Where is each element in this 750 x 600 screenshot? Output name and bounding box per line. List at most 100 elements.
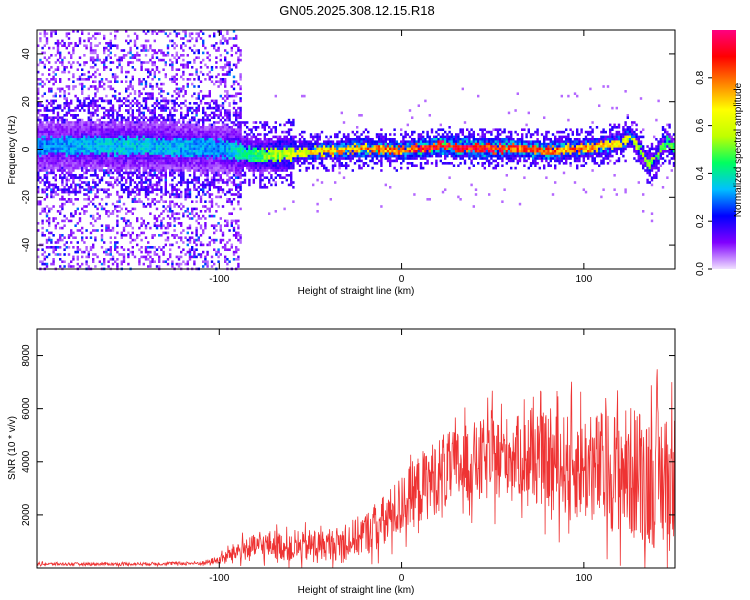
heatmap-cell [169, 126, 172, 129]
heatmap-cell [180, 231, 183, 235]
heatmap-cell [103, 164, 106, 167]
heatmap-cell [59, 258, 62, 261]
heatmap-cell [175, 255, 178, 259]
heatmap-cell [171, 94, 174, 98]
heatmap-cell [89, 121, 93, 124]
heatmap-cell [230, 200, 233, 203]
heatmap-cell [74, 224, 77, 227]
heatmap-cell [131, 135, 134, 139]
heatmap-cell [48, 68, 51, 71]
heatmap-cell [224, 111, 227, 115]
heatmap-cell [149, 226, 152, 230]
heatmap-cell [169, 133, 172, 136]
heatmap-cell [142, 49, 145, 52]
heatmap-cell [72, 152, 75, 155]
heatmap-cell [232, 258, 236, 261]
heatmap-cell [105, 210, 108, 213]
heatmap-cell [78, 99, 82, 103]
heatmap-cell [153, 174, 156, 177]
heatmap-cell [131, 145, 134, 148]
heatmap-cell [153, 123, 156, 127]
heatmap-cell [67, 174, 71, 177]
heatmap-cell [268, 150, 271, 153]
heatmap-cell [224, 37, 227, 40]
heatmap-cell [210, 255, 214, 259]
heatmap-cell [208, 138, 211, 141]
heatmap-cell [107, 133, 110, 136]
heatmap-cell [94, 102, 97, 105]
heatmap-cell [131, 54, 134, 57]
heatmap-cell [186, 188, 189, 191]
heatmap-cell [153, 152, 156, 155]
heatmap-cell [208, 183, 211, 187]
heatmap-cell [195, 133, 198, 136]
heatmap-cell [109, 106, 112, 110]
heatmap-cell [127, 116, 130, 119]
heatmap-cell [166, 54, 170, 57]
heatmap-cell [175, 164, 178, 167]
heatmap-cell [54, 154, 57, 158]
heatmap-cell [239, 162, 242, 165]
heatmap-cell [56, 128, 60, 131]
heatmap-cell [263, 128, 266, 131]
heatmap-cell [67, 190, 71, 194]
heatmap-cell [175, 126, 178, 129]
heatmap-cell [138, 258, 141, 261]
heatmap-cell [173, 145, 176, 148]
heatmap-cell [96, 126, 99, 129]
heatmap-cell [175, 87, 178, 91]
heatmap-cell [191, 157, 194, 160]
heatmap-cell [206, 133, 209, 136]
heatmap-cell [142, 99, 145, 103]
heatmap-cell [59, 154, 62, 158]
heatmap-cell [89, 169, 93, 172]
heatmap-cell [290, 166, 293, 170]
heatmap-cell [37, 162, 40, 165]
heatmap-cell [50, 241, 53, 244]
heatmap-cell [197, 94, 200, 98]
heatmap-cell [67, 178, 71, 182]
heatmap-cell [92, 169, 95, 172]
heatmap-cell [153, 171, 156, 175]
heatmap-cell [118, 154, 121, 158]
heatmap-cell [166, 159, 170, 163]
heatmap-cell [199, 166, 203, 170]
heatmap-cell [263, 186, 266, 189]
heatmap-cell [118, 61, 121, 64]
heatmap-cell [52, 246, 55, 249]
heatmap-cell [59, 145, 62, 148]
heatmap-cell [213, 238, 216, 242]
heatmap-cell [136, 174, 139, 177]
heatmap-cell [219, 169, 222, 172]
heatmap-cell [272, 159, 275, 163]
heatmap-cell [74, 133, 77, 136]
heatmap-cell [138, 248, 141, 251]
heatmap-cell [169, 171, 172, 175]
heatmap-cell [193, 260, 196, 263]
heatmap-cell [206, 128, 209, 131]
heatmap-cell [37, 82, 40, 86]
heatmap-cell [219, 133, 222, 136]
heatmap-cell [162, 217, 165, 220]
heatmap-cell [305, 152, 308, 155]
heatmap-cell [140, 178, 143, 182]
heatmap-cell [239, 111, 242, 115]
heatmap-cell [65, 188, 68, 191]
heatmap-cell [37, 109, 40, 112]
heatmap-cell [166, 138, 170, 141]
heatmap-cell [89, 66, 93, 69]
heatmap-cell [228, 63, 231, 67]
heatmap-cell [96, 174, 99, 177]
heatmap-cell [230, 85, 233, 88]
heatmap-cell [116, 135, 119, 139]
heatmap-cell [158, 145, 161, 148]
heatmap-cell [109, 128, 112, 131]
heatmap-cell [191, 130, 194, 134]
heatmap-cell [50, 135, 53, 139]
heatmap-cell [52, 169, 55, 172]
heatmap-cell [140, 147, 143, 151]
heatmap-cell [109, 246, 112, 249]
heatmap-cell [210, 157, 214, 160]
heatmap-cell [96, 106, 99, 110]
heatmap-cell [41, 147, 44, 151]
